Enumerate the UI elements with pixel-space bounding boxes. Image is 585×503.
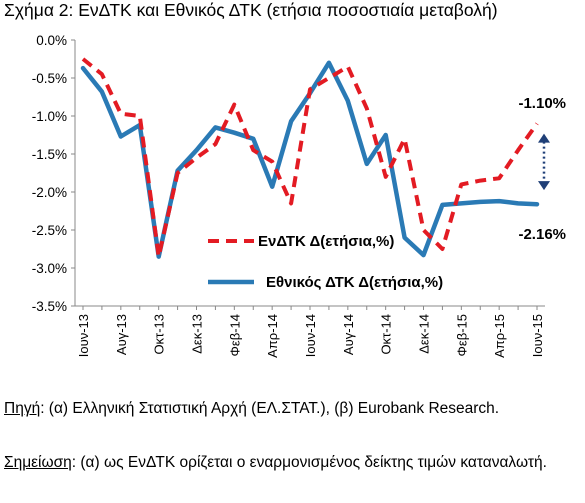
annotation-cpi-value: -2.16% xyxy=(518,226,566,243)
y-tick-label: -1.0% xyxy=(32,109,67,124)
source-text: : (α) Ελληνική Στατιστική Αρχή (ΕΛ.ΣΤΑΤ.… xyxy=(40,400,500,417)
hicp-series-line xyxy=(81,57,539,259)
annotations: -1.10% -2.16% xyxy=(518,95,566,243)
y-axis: 0.0% -0.5% -1.0% -1.5% -2.0% -2.5% -3.0% -3.5% xyxy=(32,33,76,314)
x-tick-label: Ιουν-15 xyxy=(530,314,545,357)
y-tick-label: -0.5% xyxy=(32,71,67,86)
y-tick-label: -3.5% xyxy=(32,299,67,314)
x-tick-label: Απρ-15 xyxy=(492,314,507,358)
x-tick-label: Ιουν-13 xyxy=(76,314,91,357)
x-tick-label: Αυγ-14 xyxy=(341,314,356,355)
y-tick-label: 0.0% xyxy=(36,33,67,48)
x-tick-label: Οκτ-13 xyxy=(152,314,167,355)
legend-label: Εθνικός ΔΤΚ Δ(ετήσια,%) xyxy=(266,274,443,291)
difference-arrow-up-head xyxy=(538,133,550,143)
y-tick-label: -3.0% xyxy=(32,261,67,276)
annotation-hicp-value: -1.10% xyxy=(518,95,566,112)
footnote: Σημείωση: (α) ως ΕνΔΤΚ ορίζεται ο εναρμο… xyxy=(4,452,566,474)
y-tick-label: -2.0% xyxy=(32,185,67,200)
chart-title: Σχήμα 2: ΕνΔΤΚ και Εθνικός ΔΤΚ (ετήσια π… xyxy=(4,0,498,20)
source-note: Πηγή: (α) Ελληνική Στατιστική Αρχή (ΕΛ.Σ… xyxy=(4,398,566,420)
footnote-label: Σημείωση xyxy=(4,454,72,471)
x-tick-label: Οκτ-14 xyxy=(379,314,394,355)
x-tick-label: Ιουν-14 xyxy=(303,314,318,357)
footnote-text: : (α) ως ΕνΔΤΚ ορίζεται ο εναρμονισμένος… xyxy=(71,454,547,471)
x-tick-label: Φεβ-14 xyxy=(227,314,242,356)
chart: 0.0%-0.5%-1.0%-1.5%-2.0%-2.5%-3.0%-3.5% … xyxy=(32,33,566,358)
x-axis: Ιουν-13 Αυγ-13 Οκτ-13 Δεκ-13 Φεβ-14 Απρ-14 Ιου… xyxy=(75,305,545,358)
y-tick-label: -2.5% xyxy=(32,223,67,238)
x-tick-label: Αυγ-13 xyxy=(114,314,129,355)
legend: ΕνΔΤΚ Δ(ετήσια,%) Εθνικός ΔΤΚ Δ(ετήσια,%) xyxy=(208,233,443,291)
difference-arrow-down-head xyxy=(538,181,550,191)
x-tick-label: Δεκ-13 xyxy=(190,314,205,354)
legend-label: ΕνΔΤΚ Δ(ετήσια,%) xyxy=(258,233,394,250)
x-tick-label: Δεκ-14 xyxy=(417,314,432,354)
x-tick-label: Φεβ-15 xyxy=(454,314,469,356)
source-label: Πηγή xyxy=(4,400,41,417)
series-layer xyxy=(80,57,540,259)
x-tick-label: Απρ-14 xyxy=(265,314,280,358)
y-tick-label: -1.5% xyxy=(32,147,67,162)
